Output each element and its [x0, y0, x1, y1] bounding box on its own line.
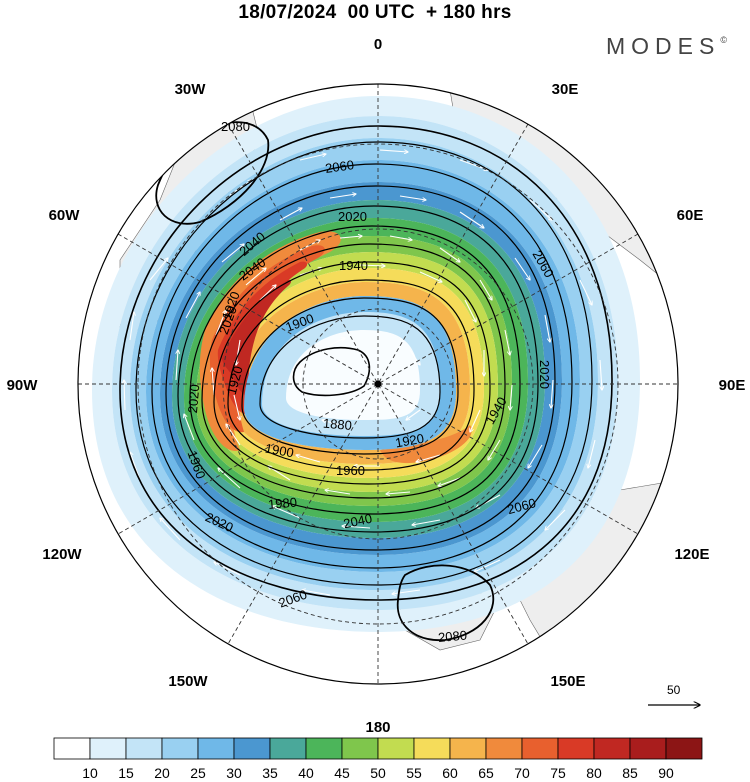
contour-label: 1880: [322, 416, 352, 433]
colorbar-swatch: [557, 737, 595, 760]
colorbar-swatch: [593, 737, 631, 760]
colorbar-tick-label: 35: [262, 765, 278, 781]
colorbar-tick-label: 15: [118, 765, 134, 781]
contour-label: 1980: [267, 495, 297, 512]
brand-logo: MODES©: [606, 33, 727, 60]
colorbar-tick-label: 90: [658, 765, 674, 781]
map-title: 18/07/2024 00 UTC + 180 hrs: [238, 2, 512, 23]
colorbar-swatch: [89, 737, 127, 760]
lon-label-60w: 60W: [49, 207, 81, 224]
reference-vector-label: 50: [667, 683, 681, 697]
colorbar-tick-label: 70: [514, 765, 530, 781]
colorbar-tick-label: 20: [154, 765, 170, 781]
contour-label: 1920: [394, 431, 425, 451]
lon-label-150w: 150W: [168, 673, 208, 690]
colorbar-swatch: [197, 737, 235, 760]
colorbar-tick-label: 85: [622, 765, 638, 781]
contour-label: 2020: [338, 209, 367, 224]
contour-label: 1960: [336, 463, 365, 478]
contour-label: 1920: [224, 364, 246, 396]
colorbar-swatch: [377, 737, 415, 760]
colorbar-tick-label: 55: [406, 765, 422, 781]
colorbar: 10 15 20 25 30 35 40 45 50 55 60 65 70 75 80 85 90: [53, 737, 703, 781]
colorbar-swatch: [485, 737, 523, 760]
colorbar-swatch: [629, 737, 667, 760]
colorbar-tick-label: 30: [226, 765, 242, 781]
colorbar-tick-label: 25: [190, 765, 206, 781]
contour-label: 2020: [185, 384, 202, 414]
contour-label: 1940: [339, 258, 368, 273]
colorbar-swatch: [449, 737, 487, 760]
lon-label-120e: 120E: [674, 546, 709, 563]
colorbar-tick-label: 45: [334, 765, 350, 781]
contour-label: 2060: [506, 495, 538, 517]
colorbar-swatch: [521, 737, 559, 760]
colorbar-swatch: [665, 737, 703, 760]
reference-vector: 50: [648, 683, 700, 705]
colorbar-swatch: [161, 737, 199, 760]
lon-label-180: 180: [365, 719, 390, 736]
colorbar-swatch: [233, 737, 271, 760]
contour-label: 2040: [342, 511, 373, 532]
lon-label-90w: 90W: [7, 377, 39, 394]
colorbar-swatch: [413, 737, 451, 760]
colorbar-swatch: [53, 737, 91, 760]
contour-label: 2080: [437, 628, 467, 645]
lon-label-90e: 90E: [719, 377, 746, 394]
lon-label-0: 0: [374, 36, 382, 53]
map-disk: [78, 84, 678, 684]
colorbar-tick-label: 65: [478, 765, 494, 781]
colorbar-tick-label: 40: [298, 765, 314, 781]
contour-label: 2060: [324, 157, 355, 176]
colorbar-swatch: [269, 737, 307, 760]
brand-name: MODES: [606, 33, 721, 59]
colorbar-tick-label: 10: [82, 765, 98, 781]
wind-speed-shading: [92, 96, 640, 632]
copyright-mark: ©: [720, 35, 727, 45]
colorbar-swatch: [125, 737, 163, 760]
pole-marker: [374, 380, 382, 388]
wind-vectors: [124, 149, 602, 595]
colorbar-swatch: [305, 737, 343, 760]
contour-label: 2020: [537, 360, 552, 389]
lon-label-30w: 30W: [175, 81, 207, 98]
colorbar-tick-label: 80: [586, 765, 602, 781]
graticule: [78, 84, 678, 684]
lon-label-60e: 60E: [677, 207, 704, 224]
colorbar-tick-label: 60: [442, 765, 458, 781]
lon-label-150e: 150E: [550, 673, 585, 690]
contour-label: 2080: [221, 119, 250, 134]
lon-label-30e: 30E: [552, 81, 579, 98]
colorbar-tick-label: 50: [370, 765, 386, 781]
colorbar-swatch: [341, 737, 379, 760]
lon-label-120w: 120W: [42, 546, 82, 563]
colorbar-tick-label: 75: [550, 765, 566, 781]
contour-label: 1900: [264, 441, 295, 461]
map-boundary: [77, 83, 679, 685]
longitude-labels: 0 30E 60E 90E 120E 150E 180 150W 120W 90…: [7, 36, 746, 736]
